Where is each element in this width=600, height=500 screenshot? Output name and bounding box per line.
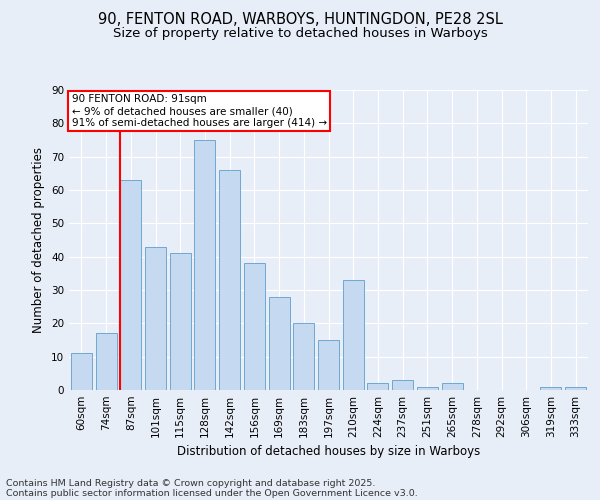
Bar — [318, 340, 339, 390]
Text: Size of property relative to detached houses in Warboys: Size of property relative to detached ho… — [113, 28, 487, 40]
Bar — [120, 180, 141, 390]
Bar — [71, 354, 92, 390]
Bar — [343, 280, 364, 390]
Bar — [417, 386, 438, 390]
Bar — [219, 170, 240, 390]
Bar — [269, 296, 290, 390]
Bar — [541, 386, 562, 390]
Bar — [367, 384, 388, 390]
Y-axis label: Number of detached properties: Number of detached properties — [32, 147, 46, 333]
Bar — [194, 140, 215, 390]
Text: Contains HM Land Registry data © Crown copyright and database right 2025.: Contains HM Land Registry data © Crown c… — [6, 478, 376, 488]
Bar — [293, 324, 314, 390]
Text: Contains public sector information licensed under the Open Government Licence v3: Contains public sector information licen… — [6, 488, 418, 498]
Text: 90 FENTON ROAD: 91sqm
← 9% of detached houses are smaller (40)
91% of semi-detac: 90 FENTON ROAD: 91sqm ← 9% of detached h… — [71, 94, 327, 128]
Bar — [565, 386, 586, 390]
Bar — [170, 254, 191, 390]
Bar — [244, 264, 265, 390]
Bar — [392, 380, 413, 390]
Bar — [442, 384, 463, 390]
Bar — [95, 334, 116, 390]
Text: 90, FENTON ROAD, WARBOYS, HUNTINGDON, PE28 2SL: 90, FENTON ROAD, WARBOYS, HUNTINGDON, PE… — [98, 12, 502, 28]
Bar — [145, 246, 166, 390]
X-axis label: Distribution of detached houses by size in Warboys: Distribution of detached houses by size … — [177, 446, 480, 458]
